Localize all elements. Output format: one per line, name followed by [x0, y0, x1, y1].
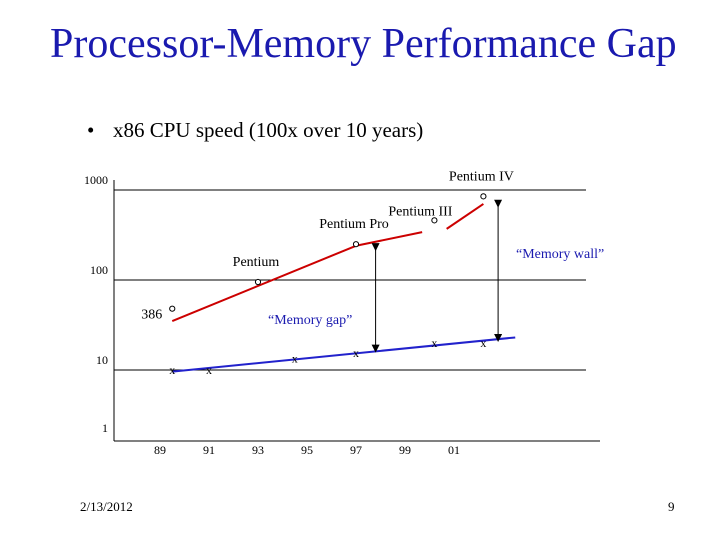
y-tick-label: 10	[96, 353, 108, 367]
x-tick-labels: 89 91 93 95 97 99 01	[154, 443, 460, 457]
cpu-point-marker	[169, 305, 176, 312]
cpu-point-label: Pentium	[233, 255, 280, 270]
bullet-text: x86 CPU speed (100x over 10 years)	[113, 118, 424, 142]
cpu-point-label: Pentium III	[388, 204, 452, 219]
memory-point-marker: x	[353, 346, 359, 360]
x-tick-label: 95	[301, 443, 313, 457]
cpu-point-marker	[431, 217, 438, 224]
cpu-point-label: Pentium IV	[449, 169, 514, 184]
slide-title: Processor-Memory Performance Gap	[50, 21, 677, 67]
memory-point-marker: x	[292, 351, 298, 365]
x-tick-label: 93	[252, 443, 264, 457]
cpu-point-label: Pentium Pro	[319, 217, 389, 232]
x-tick-label: 01	[448, 443, 460, 457]
x-tick-label: 97	[350, 443, 362, 457]
cpu-point-marker	[352, 241, 360, 248]
y-tick-labels: 1000 100 10 1	[84, 173, 108, 435]
memory-point-marker: x	[206, 363, 212, 377]
memory-point-marker: x	[431, 336, 437, 350]
cpu-point-label: 386	[141, 308, 162, 323]
cpu-point-marker	[254, 278, 262, 286]
x-tick-label: 91	[203, 443, 215, 457]
cpu-line-segment	[446, 203, 484, 230]
x-tick-label: 89	[154, 443, 166, 457]
y-tick-label: 1000	[84, 173, 108, 187]
bullet-dot: •	[87, 118, 95, 142]
slide-page-number: 9	[668, 499, 675, 514]
slide-date: 2/13/2012	[80, 499, 133, 514]
memory-gap-label: “Memory gap”	[268, 313, 352, 328]
bullet-item: • x86 CPU speed (100x over 10 years)	[87, 118, 423, 143]
cpu-line-segment	[355, 231, 423, 247]
memory-point-marker: x	[480, 336, 486, 350]
y-tick-label: 1	[102, 421, 108, 435]
memory-wall-label: “Memory wall”	[516, 247, 604, 262]
annotations-layer: “Memory gap” “Memory wall”	[268, 199, 604, 353]
x-tick-label: 99	[399, 443, 411, 457]
memory-line-segment	[172, 336, 516, 373]
cpu-line-segment	[171, 244, 357, 322]
y-tick-label: 100	[90, 263, 108, 277]
cpu-point-marker	[480, 193, 487, 200]
memory-point-marker: x	[169, 363, 175, 377]
